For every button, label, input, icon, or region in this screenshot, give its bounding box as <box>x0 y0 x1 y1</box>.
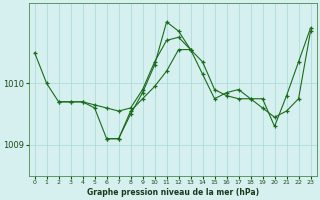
X-axis label: Graphe pression niveau de la mer (hPa): Graphe pression niveau de la mer (hPa) <box>86 188 259 197</box>
